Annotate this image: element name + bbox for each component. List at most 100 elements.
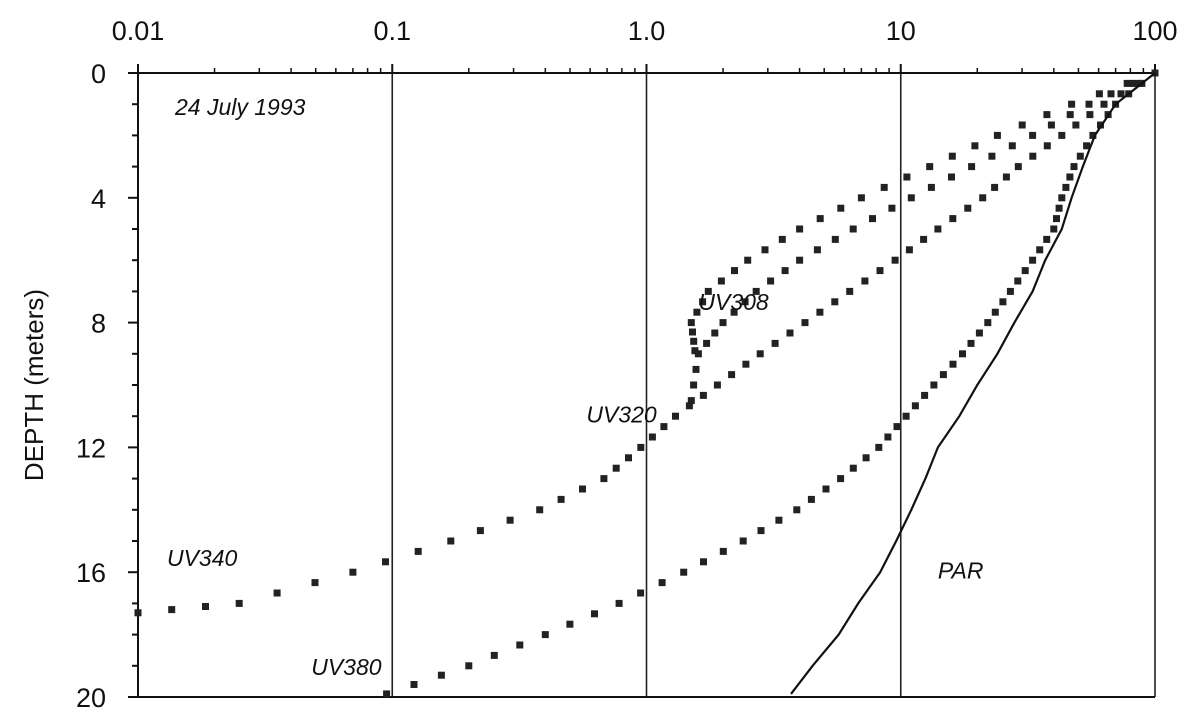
uv320-marker [907,194,915,202]
uv320-marker [687,397,695,405]
uv380-marker [615,599,623,607]
y-tick-labels: 0 4 8 12 16 20 [76,59,106,713]
uv340-marker [1043,142,1051,150]
par-label: PAR [938,557,984,583]
uv380-marker [1062,183,1070,191]
uv380-marker [1070,163,1078,171]
uv320-marker [741,298,749,306]
uv380-marker [680,568,688,576]
uv340-marker [685,402,693,410]
x-tick-labels: 0.01 0.1 1.0 10 100 [112,16,1178,46]
uv340-label: UV340 [167,545,238,571]
uv340-marker [1117,90,1125,98]
uv340-marker [1072,121,1080,129]
uv340-marker [742,360,750,368]
uv320-marker [1029,131,1037,139]
uv320-marker [888,204,896,212]
uv380-marker [437,671,445,679]
uv308-marker [926,163,934,171]
uv380-marker [793,506,801,514]
uv308-marker [857,194,865,202]
uv320-marker [849,225,857,233]
uv380-marker [637,589,645,597]
uv340-marker [1058,131,1066,139]
uv340-marker [699,391,707,399]
uv380-marker [984,319,992,327]
uv380-marker [719,547,727,555]
uv380-marker [1043,235,1051,243]
uv340-marker [1086,111,1094,119]
uv308-marker [699,298,707,306]
y-tick-label: 12 [76,433,106,463]
uv308-marker [1123,79,1131,87]
uv340-marker [949,215,957,223]
x-tick-label: 100 [1132,16,1177,46]
y-tick-label: 4 [91,184,106,214]
uv380-marker [884,433,892,441]
x-tick-label: 10 [886,16,916,46]
uv320-marker [711,329,719,337]
uv308-marker [903,173,911,181]
uv380-marker [1006,287,1014,295]
uv380-marker [757,527,765,535]
uv380-marker [1066,173,1074,181]
uv380-marker [383,690,391,698]
uv340-marker [801,319,809,327]
uv340-marker [1002,173,1010,181]
uv308-marker [1068,100,1076,108]
uv380-marker [1076,152,1084,160]
uv308-marker [689,328,696,336]
uv340-marker [612,464,620,472]
uv340-marker [1014,163,1022,171]
uv340-marker [728,371,736,379]
uv380-marker [1029,256,1037,264]
uv340-marker [235,599,243,607]
uv308-marker [880,183,888,191]
uv340-marker [876,267,884,275]
uv340-marker [637,443,645,451]
uv308-marker [761,246,769,254]
uv380-marker [807,495,815,503]
uv320-marker [719,319,727,327]
uv320-marker [730,308,738,316]
uv308-marker [690,337,698,345]
uv320-marker [927,183,935,191]
uv340-marker [648,433,656,441]
uv380-marker [939,371,947,379]
uv320-marker [1107,90,1115,98]
uv380-marker [566,620,574,628]
uv340-marker [134,609,142,617]
uv380-marker [1083,142,1091,150]
uv340-marker [660,423,668,431]
vertical-grid-lines [391,73,1156,697]
x-tick-label: 0.1 [373,16,411,46]
uv308-marker [993,131,1001,139]
uv320-marker [796,256,804,264]
uv320-marker [767,277,775,285]
uv320-marker [694,350,702,358]
uv380-marker [991,308,999,316]
uv380-marker [975,329,983,337]
x-tick-label: 1.0 [628,16,666,46]
uv380-marker [999,298,1007,306]
uv308-marker [693,308,701,316]
uv380-marker [862,454,870,462]
uv340-marker [756,350,764,358]
uv380-marker [1055,204,1063,212]
uv320-marker [752,287,760,295]
uv380-marker [1021,267,1029,275]
uv380-marker [490,651,498,659]
uv340-marker [713,381,721,389]
series-layer [134,69,1159,698]
uv340-marker [891,256,899,264]
uv340-marker [476,527,484,535]
uv320-marker [1047,121,1055,129]
uv380-marker [902,412,910,420]
uv308-marker [778,235,786,243]
uv380-marker [959,350,966,358]
uv320-marker [692,365,700,373]
uv320-marker [1085,100,1093,108]
uv380-marker [875,443,883,451]
axes [128,64,1156,698]
